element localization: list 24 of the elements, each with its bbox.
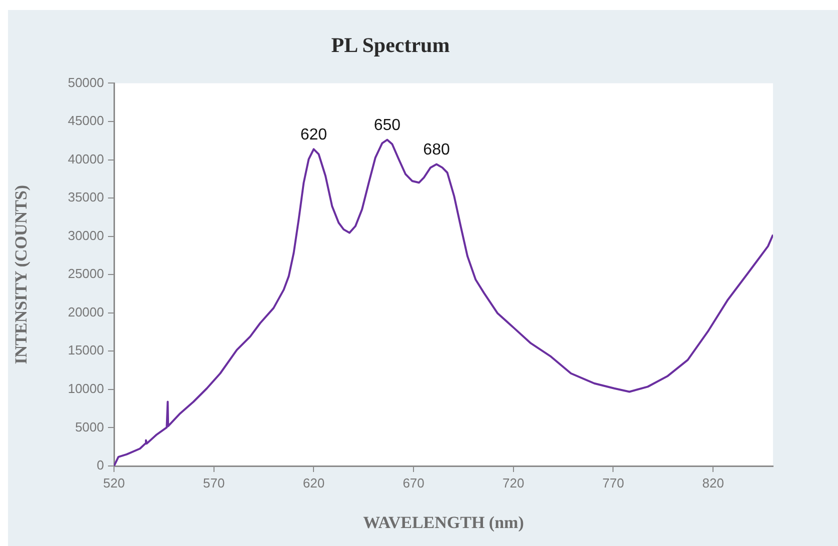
x-tick-label: 620 [302,475,325,490]
y-tick-label: 50000 [68,74,104,90]
y-tick-label: 45000 [68,113,104,128]
y-tick-label: 30000 [68,228,104,243]
y-tick-label: 25000 [68,266,104,282]
x-tick-label: 770 [602,475,624,490]
y-tick-label: 5000 [75,419,104,434]
y-tick-label: 35000 [68,190,104,205]
x-tick-label: 720 [502,475,524,490]
chart-title: PL Spectrum [331,33,450,58]
x-tick-label: 820 [702,475,724,490]
annotation: 650 [374,117,401,134]
annotation: 620 [300,126,328,144]
y-tick-label: 40000 [68,151,104,166]
y-axis-title: INTENSITY (COUNTS) [12,184,31,364]
annotation: 680 [423,142,450,159]
y-tick-label: 15000 [68,342,104,358]
y-tick-label: 10000 [68,381,104,396]
x-tick-label: 570 [202,475,225,490]
x-tick-label: 520 [103,475,125,490]
x-tick-label: 670 [402,475,424,490]
x-axis-title: WAVELENGTH (nm) [363,513,524,532]
y-tick-label: 20000 [68,304,104,320]
y-tick-label: 0 [96,458,104,473]
